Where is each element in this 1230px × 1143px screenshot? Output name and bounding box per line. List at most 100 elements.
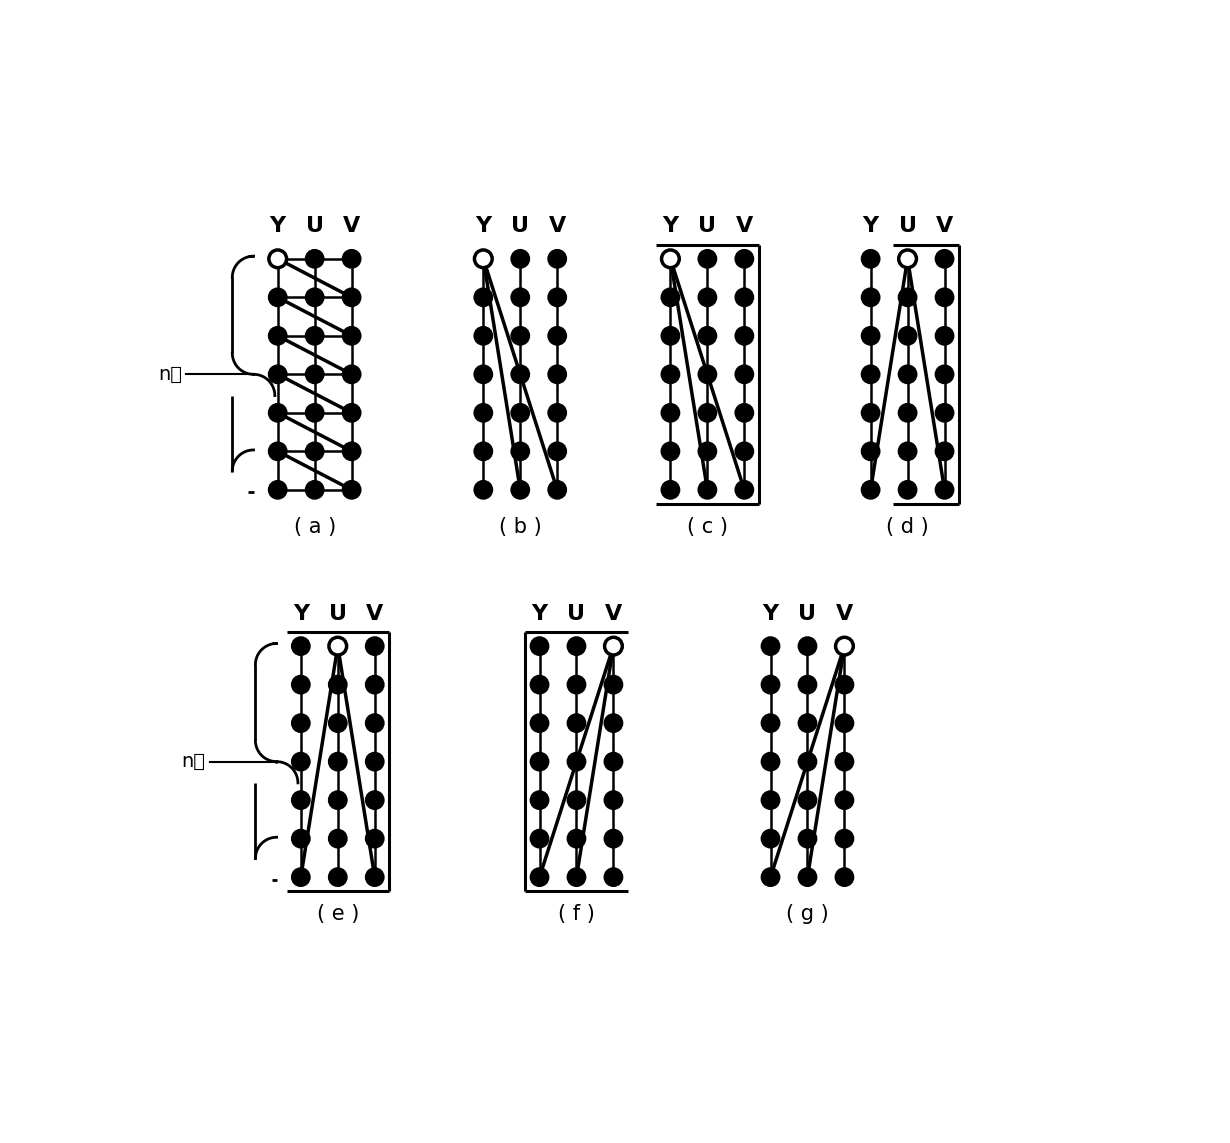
Circle shape (365, 714, 384, 732)
Text: Y: Y (475, 216, 491, 237)
Circle shape (899, 403, 916, 422)
Text: n行: n行 (159, 365, 182, 384)
Circle shape (512, 288, 529, 306)
Circle shape (798, 676, 817, 694)
Circle shape (605, 791, 622, 809)
Text: V: V (367, 604, 384, 624)
Circle shape (798, 714, 817, 732)
Circle shape (605, 869, 622, 886)
Circle shape (292, 676, 310, 694)
Circle shape (761, 791, 780, 809)
Circle shape (343, 481, 360, 498)
Circle shape (736, 481, 753, 498)
Circle shape (835, 753, 854, 770)
Circle shape (512, 327, 529, 345)
Circle shape (475, 250, 492, 267)
Circle shape (269, 366, 287, 383)
Circle shape (365, 676, 384, 694)
Circle shape (549, 366, 566, 383)
Circle shape (292, 753, 310, 770)
Circle shape (512, 442, 529, 461)
Text: n行: n行 (182, 752, 205, 772)
Circle shape (936, 288, 953, 306)
Circle shape (292, 638, 310, 655)
Circle shape (269, 403, 287, 422)
Text: ( c ): ( c ) (686, 517, 728, 537)
Circle shape (306, 403, 323, 422)
Circle shape (343, 403, 360, 422)
Circle shape (549, 288, 566, 306)
Circle shape (343, 442, 360, 461)
Circle shape (328, 714, 347, 732)
Text: V: V (549, 216, 566, 237)
Circle shape (343, 327, 360, 345)
Circle shape (549, 250, 566, 267)
Circle shape (365, 638, 384, 655)
Circle shape (899, 327, 916, 345)
Circle shape (835, 638, 854, 655)
Circle shape (328, 830, 347, 847)
Circle shape (899, 288, 916, 306)
Circle shape (862, 366, 879, 383)
Circle shape (512, 403, 529, 422)
Circle shape (899, 366, 916, 383)
Circle shape (292, 791, 310, 809)
Text: U: U (512, 216, 529, 237)
Circle shape (567, 714, 585, 732)
Circle shape (365, 869, 384, 886)
Circle shape (306, 250, 323, 267)
Circle shape (365, 753, 384, 770)
Circle shape (699, 403, 716, 422)
Circle shape (761, 753, 780, 770)
Circle shape (936, 366, 953, 383)
Text: ( d ): ( d ) (886, 517, 929, 537)
Circle shape (936, 442, 953, 461)
Circle shape (736, 327, 753, 345)
Text: Y: Y (763, 604, 779, 624)
Text: U: U (567, 604, 585, 624)
Circle shape (936, 403, 953, 422)
Circle shape (761, 869, 780, 886)
Text: ( b ): ( b ) (499, 517, 541, 537)
Circle shape (862, 481, 879, 498)
Circle shape (269, 481, 287, 498)
Circle shape (699, 481, 716, 498)
Circle shape (798, 869, 817, 886)
Circle shape (475, 442, 492, 461)
Circle shape (662, 442, 679, 461)
Circle shape (662, 327, 679, 345)
Text: U: U (798, 604, 817, 624)
Circle shape (736, 403, 753, 422)
Circle shape (835, 676, 854, 694)
Circle shape (736, 250, 753, 267)
Circle shape (761, 638, 780, 655)
Circle shape (699, 327, 716, 345)
Circle shape (936, 327, 953, 345)
Circle shape (567, 638, 585, 655)
Circle shape (306, 327, 323, 345)
Circle shape (306, 288, 323, 306)
Circle shape (530, 753, 549, 770)
Text: Y: Y (862, 216, 878, 237)
Text: U: U (699, 216, 716, 237)
Circle shape (512, 250, 529, 267)
Circle shape (699, 442, 716, 461)
Circle shape (549, 327, 566, 345)
Circle shape (899, 442, 916, 461)
Circle shape (549, 442, 566, 461)
Circle shape (567, 869, 585, 886)
Circle shape (662, 481, 679, 498)
Circle shape (798, 638, 817, 655)
Circle shape (343, 250, 360, 267)
Circle shape (862, 288, 879, 306)
Circle shape (549, 403, 566, 422)
Circle shape (475, 366, 492, 383)
Circle shape (343, 366, 360, 383)
Text: U: U (328, 604, 347, 624)
Circle shape (699, 366, 716, 383)
Text: ( g ): ( g ) (786, 904, 829, 924)
Text: V: V (836, 604, 854, 624)
Circle shape (269, 327, 287, 345)
Circle shape (605, 830, 622, 847)
Circle shape (328, 869, 347, 886)
